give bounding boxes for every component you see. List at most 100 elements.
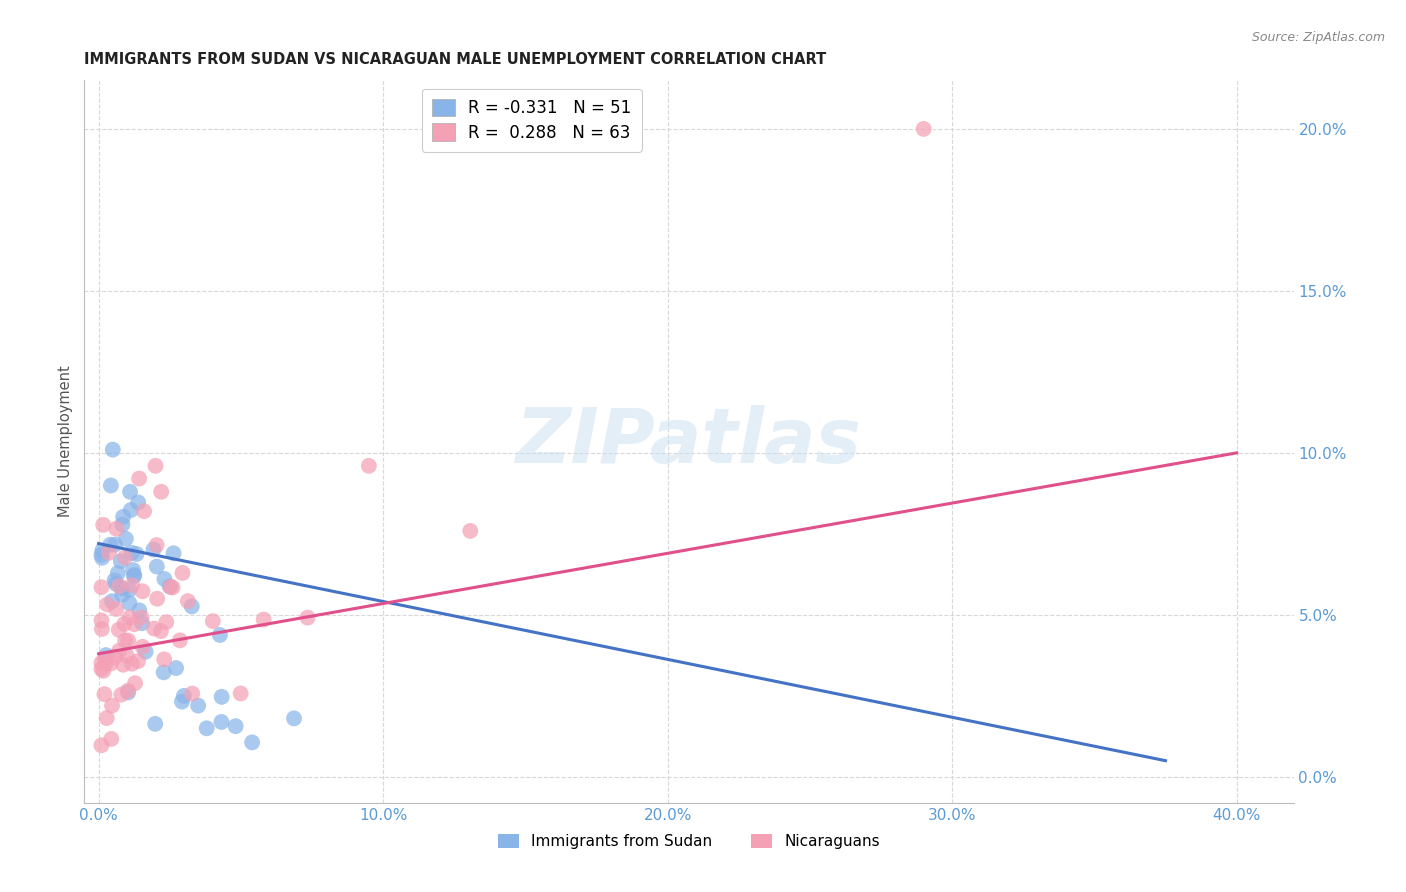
Point [122, 617, 145, 632]
Point [181, 687, 204, 701]
Point [153, 572, 176, 586]
Point [152, 665, 174, 680]
Point [90, 656, 112, 670]
Point [283, 711, 305, 725]
Point [90, 548, 112, 562]
Point [125, 547, 148, 561]
Point [104, 574, 127, 588]
Point [131, 584, 153, 599]
Point [94, 657, 117, 671]
Point [208, 628, 231, 642]
Point [209, 714, 232, 729]
Point [165, 661, 187, 675]
Point [90, 614, 112, 628]
Point [107, 623, 129, 637]
Point [211, 690, 233, 704]
Point [253, 613, 276, 627]
Point [104, 577, 127, 591]
Point [112, 657, 135, 672]
Point [118, 610, 141, 624]
Point [143, 622, 166, 636]
Point [94, 652, 117, 666]
Point [90, 662, 112, 676]
Point [145, 458, 167, 473]
Point [201, 614, 224, 628]
Point [100, 657, 122, 671]
Point [120, 484, 142, 499]
Point [146, 559, 169, 574]
Point [131, 640, 153, 654]
Point [91, 517, 114, 532]
Point [105, 602, 128, 616]
Point [159, 580, 181, 594]
Point [177, 594, 200, 608]
Point [117, 683, 139, 698]
Point [111, 582, 134, 596]
Point [153, 652, 176, 666]
Point [115, 532, 138, 546]
Point [135, 645, 157, 659]
Point [111, 517, 134, 532]
Point [121, 546, 143, 560]
Point [187, 698, 209, 713]
Point [108, 643, 131, 657]
Point [162, 546, 184, 560]
Point [162, 581, 184, 595]
Point [93, 687, 115, 701]
Point [101, 698, 124, 713]
Point [128, 603, 150, 617]
Point [240, 735, 263, 749]
Point [124, 676, 146, 690]
Point [131, 616, 153, 631]
Point [100, 731, 122, 746]
Point [357, 458, 380, 473]
Point [122, 568, 145, 582]
Point [131, 610, 153, 624]
Point [94, 648, 117, 662]
Point [169, 633, 191, 648]
Point [91, 664, 114, 678]
Point [121, 578, 143, 592]
Point [912, 121, 935, 136]
Point [101, 442, 124, 457]
Point [127, 654, 149, 668]
Point [115, 648, 138, 663]
Point [90, 580, 112, 594]
Point [96, 598, 118, 612]
Point [122, 569, 145, 583]
Point [110, 554, 132, 568]
Point [118, 596, 141, 610]
Text: ZIPatlas: ZIPatlas [516, 405, 862, 478]
Point [142, 542, 165, 557]
Point [170, 695, 193, 709]
Point [150, 484, 173, 499]
Text: IMMIGRANTS FROM SUDAN VS NICARAGUAN MALE UNEMPLOYMENT CORRELATION CHART: IMMIGRANTS FROM SUDAN VS NICARAGUAN MALE… [84, 52, 827, 67]
Point [145, 538, 167, 552]
Point [297, 610, 319, 624]
Point [180, 599, 202, 614]
Point [172, 566, 194, 580]
Point [225, 719, 247, 733]
Point [146, 591, 169, 606]
Point [100, 478, 122, 492]
Point [105, 522, 128, 536]
Point [117, 633, 139, 648]
Point [114, 633, 136, 648]
Point [96, 711, 118, 725]
Point [159, 579, 181, 593]
Point [127, 495, 149, 509]
Y-axis label: Male Unemployment: Male Unemployment [58, 366, 73, 517]
Point [110, 688, 132, 702]
Point [132, 504, 155, 518]
Point [121, 657, 143, 671]
Point [112, 616, 135, 631]
Text: Source: ZipAtlas.com: Source: ZipAtlas.com [1251, 31, 1385, 45]
Point [114, 550, 136, 565]
Point [104, 537, 127, 551]
Legend: Immigrants from Sudan, Nicaraguans: Immigrants from Sudan, Nicaraguans [491, 826, 887, 856]
Point [120, 503, 142, 517]
Point [107, 566, 129, 580]
Point [122, 563, 145, 577]
Point [155, 615, 177, 630]
Point [458, 524, 481, 538]
